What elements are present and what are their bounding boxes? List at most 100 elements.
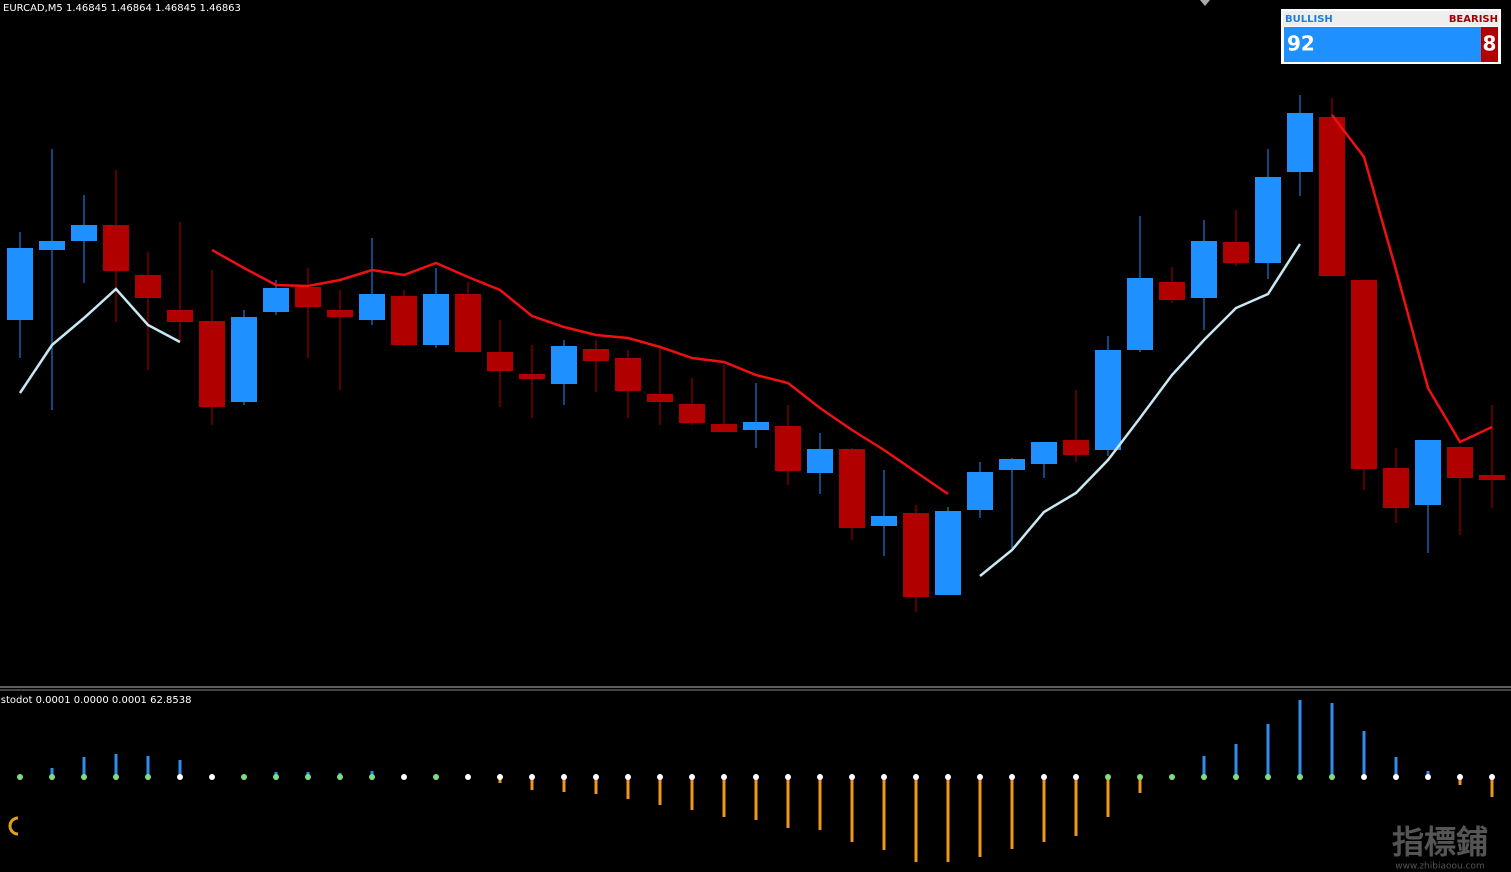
candle-body (1095, 350, 1121, 450)
candle-body (1255, 177, 1281, 263)
signal-dot (1137, 774, 1143, 780)
signal-dot (721, 774, 727, 780)
candle-body (231, 317, 257, 402)
signal-dot (145, 774, 151, 780)
candle-body (1351, 280, 1377, 469)
signal-dot (849, 774, 855, 780)
signal-dot (1297, 774, 1303, 780)
candle-body (903, 513, 929, 597)
signal-dot (529, 774, 535, 780)
bear-value: 8 (1482, 32, 1496, 56)
signal-dot (369, 774, 375, 780)
candle-body (839, 449, 865, 528)
signal-dot (1361, 774, 1367, 780)
candle-body (743, 422, 769, 430)
signal-dot (337, 774, 343, 780)
signal-dot (401, 774, 407, 780)
signal-dot (81, 774, 87, 780)
signal-dot (1393, 774, 1399, 780)
candle-body (647, 394, 673, 402)
candle-body (167, 310, 193, 322)
candle-body (1383, 468, 1409, 508)
signal-dot (1457, 774, 1463, 780)
candle-body (1159, 282, 1185, 300)
signal-dot (273, 774, 279, 780)
candle-body (135, 275, 161, 298)
signal-dot (1105, 774, 1111, 780)
candle-body (1191, 241, 1217, 298)
bull-value: 92 (1287, 32, 1315, 56)
signal-dot (689, 774, 695, 780)
candle-body (7, 248, 33, 320)
signal-dot (881, 774, 887, 780)
signal-dot (753, 774, 759, 780)
signal-dot (785, 774, 791, 780)
signal-dot (1329, 774, 1335, 780)
candle-body (711, 424, 737, 432)
candle-body (615, 358, 641, 391)
candle-body (999, 459, 1025, 470)
signal-dot (1489, 774, 1495, 780)
candle-body (359, 294, 385, 320)
signal-dot (1073, 774, 1079, 780)
candle-body (519, 374, 545, 379)
panel-header (1283, 11, 1499, 26)
candle-body (967, 472, 993, 510)
signal-dot (49, 774, 55, 780)
candle-body (487, 352, 513, 371)
candle-body (71, 225, 97, 241)
signal-dot (209, 774, 215, 780)
moving-average (18, 243, 1302, 577)
signal-dot (1169, 774, 1175, 780)
candle-body (1447, 447, 1473, 478)
signal-dot (241, 774, 247, 780)
candle-body (679, 404, 705, 423)
signal-dot (1041, 774, 1047, 780)
candle-body (103, 225, 129, 271)
bear-bar (1480, 27, 1498, 62)
candle-body (39, 241, 65, 250)
candle-body (263, 288, 289, 312)
bull-label: BULLISH (1285, 14, 1333, 25)
signal-dot (977, 774, 983, 780)
signal-dot (1233, 774, 1239, 780)
indicator-info: istodot 0.0001 0.0000 0.0001 62.8538 (0, 695, 191, 706)
candle-body (1287, 113, 1313, 172)
candle-body (871, 516, 897, 526)
moving-average (211, 114, 1493, 496)
signal-dot (1201, 774, 1207, 780)
signal-dot (1265, 774, 1271, 780)
candle-body (551, 346, 577, 384)
signal-dot (945, 774, 951, 780)
signal-dot (433, 774, 439, 780)
symbol-info: EURCAD,M5 1.46845 1.46864 1.46845 1.4686… (3, 3, 241, 14)
candle-body (1063, 440, 1089, 455)
candle-body (1223, 242, 1249, 263)
signal-dot (497, 774, 503, 780)
candle-body (935, 511, 961, 595)
candle-body (1319, 117, 1345, 276)
signal-dot (1425, 774, 1431, 780)
candle-body (583, 349, 609, 361)
signal-dot (113, 774, 119, 780)
candle-body (1415, 440, 1441, 505)
signal-dot (657, 774, 663, 780)
candle-body (327, 310, 353, 317)
shift-marker (1200, 0, 1210, 6)
candle-body (1127, 278, 1153, 350)
watermark: 指標鋪 (1392, 823, 1488, 861)
candle-body (1479, 475, 1505, 480)
candle-body (807, 449, 833, 473)
signal-dot (305, 774, 311, 780)
candle-body (423, 294, 449, 345)
candle-body (775, 426, 801, 471)
signal-dot (177, 774, 183, 780)
sentiment-panel: BULLISH BEARISH 92 8 (1281, 9, 1501, 64)
signal-dot (17, 774, 23, 780)
bull-bar (1284, 27, 1481, 62)
signal-dot (817, 774, 823, 780)
candle-body (295, 287, 321, 307)
candle-body (391, 296, 417, 345)
